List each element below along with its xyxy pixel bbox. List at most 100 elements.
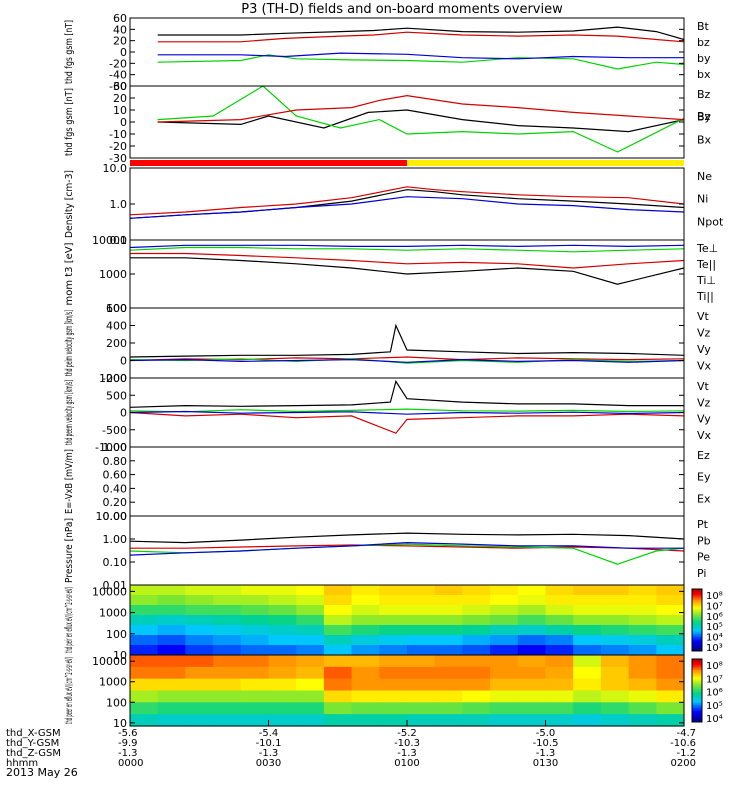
legend-entry-Vx: Vx [697,429,712,442]
heatmap-cell [407,678,436,692]
x-tick-label: 0000 [118,758,143,769]
colorbar: 10⁸ 10⁷ 10⁶ 10⁵ 10⁴ [691,658,723,725]
colorbar-swatch [692,663,702,666]
heatmap-cell [517,605,547,616]
heatmap-cell [462,678,491,692]
heatmap-cell [656,585,685,596]
heatmap-cell [407,585,436,596]
heatmap-cell [379,585,408,596]
heatmap-cell [296,625,325,636]
colorbar-swatch [692,630,702,633]
heatmap-cell [545,615,574,626]
y-tick-label: 1.00 [103,441,128,454]
x-tick-label: -10.6 [670,738,696,749]
heatmap-cell [130,645,159,656]
heatmap-cell [130,615,159,626]
colorbar-swatch [692,632,702,635]
colorbar-swatch [692,626,702,629]
heatmap-cell [434,615,463,626]
colorbar-swatch [692,699,702,703]
colorbar-swatch [692,662,702,665]
legend-entry-Vt: Vt [697,380,710,393]
heatmap-cell [545,605,574,616]
heatmap-cell [407,615,436,626]
heatmap-cell [379,690,408,703]
heatmap-cell [351,605,380,616]
heatmap-cell [213,690,242,703]
heatmap-cell [600,678,630,692]
series-line-Te|| [130,257,684,285]
heatmap-cell [323,635,353,646]
series-line-Pi [130,541,684,556]
heatmap-cell [296,645,325,656]
heatmap-cell [517,585,547,596]
x-tick-label: 0030 [256,758,281,769]
heatmap-cell [185,678,214,692]
heatmap-cell [157,678,186,692]
heatmap-cell [379,666,408,680]
y-tick-label: 1000 [99,372,127,385]
date-label: 2013 May 26 [6,766,78,779]
heatmap-cell [517,666,547,680]
heatmap-cell [434,678,463,692]
heatmap-cell [323,702,353,715]
colorbar-swatch [692,615,702,618]
y-tick-label: 0 [120,46,127,59]
heatmap-cell [351,595,380,606]
y-tick-label: -60 [109,80,127,93]
heatmap-cell [351,678,380,692]
heatmap-cell [600,635,630,646]
colorbar-swatch [692,693,702,696]
heatmap-cell [351,666,380,680]
heatmap-cell [462,645,491,656]
heatmap-cell [323,690,353,703]
heatmap-cell [185,666,214,680]
heatmap-cell [462,605,491,616]
colorbar-swatch [692,673,702,676]
heatmap-cell [157,702,186,715]
heatmap-cell [323,625,353,636]
heatmap-cell [296,702,325,715]
panel-frame [129,85,685,159]
colorbar-swatch [692,623,702,626]
heatmap-cell [462,625,491,636]
heatmap-cell [545,655,574,668]
heatmap-cell [240,635,270,646]
heatmap-cell [490,635,519,646]
heatmap-cell [656,625,685,636]
heatmap-cell [628,678,657,692]
x-tick-label: -10.3 [394,738,420,749]
series-line-bx [157,52,684,60]
colorbar-swatch [692,696,702,699]
colorbar-swatch [692,649,702,652]
heatmap-cell [213,595,242,606]
y-axis-label: thd peem velocity gsm [km/s] [64,380,75,445]
heatmap-cell [573,625,602,636]
heatmap-cell [130,714,159,727]
x-tick-label: 0100 [394,758,419,769]
y-axis-label: thd peer en eflux eV/(cm^2-s-sr-eV) [64,657,75,724]
colorbar-swatch [692,590,702,593]
heatmap-cell [462,690,491,703]
colorbar-swatch [692,635,702,638]
colorbar-tick-label: 10⁴ [706,633,723,644]
colorbar-swatch [692,644,702,647]
y-tick-label: 0 [120,116,127,129]
panel-frame [129,167,685,241]
y-tick-label: 10000 [92,655,127,668]
heatmap-cell [490,625,519,636]
heatmap-cell [517,645,547,656]
series-line-Vz [130,411,684,434]
colorbar-swatch [692,687,702,690]
heatmap-cell [268,690,297,703]
mode-bar-segment [407,160,684,166]
y-tick-label: -30 [109,152,127,165]
time-axis: thd_X-GSMthd_Y-GSMthd_Z-GSMhhmm-5.6-9.9-… [6,720,696,769]
y-tick-label: 30 [113,80,127,93]
colorbar-swatch [692,674,702,677]
heatmap-cell [407,595,436,606]
heatmap-cell [462,666,491,680]
heatmap-cell [490,605,519,616]
